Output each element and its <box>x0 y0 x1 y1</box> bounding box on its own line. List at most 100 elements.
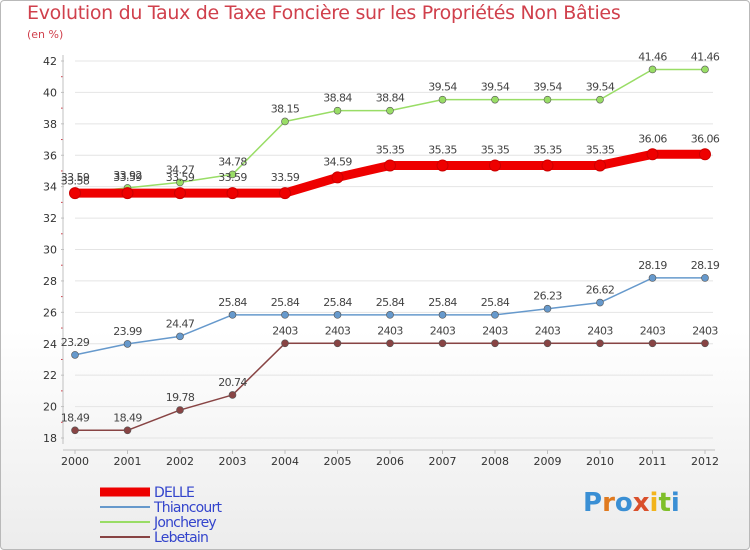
data-point-thiancourt <box>281 311 289 319</box>
legend-label-thiancourt: Thiancourt <box>153 500 222 516</box>
data-label-lebetain: 2403 <box>640 324 666 337</box>
y-tick-label: 42 <box>43 55 57 68</box>
y-tick-label: 24 <box>43 338 57 351</box>
x-tick-label: 2006 <box>376 455 404 468</box>
data-point-lebetain <box>71 426 79 435</box>
data-point-thiancourt <box>491 311 499 319</box>
data-label-joncherey: 39.54 <box>586 81 615 94</box>
y-tick-label: 28 <box>43 275 57 288</box>
series-lines <box>69 65 711 435</box>
series-line-lebetain <box>74 342 706 432</box>
data-point-lebetain <box>333 339 342 348</box>
data-label-lebetain: 2403 <box>377 324 403 337</box>
legend-label-lebetain: Lebetain <box>154 530 208 546</box>
data-point-delle <box>384 159 396 172</box>
data-label-delle: 35.35 <box>533 143 562 156</box>
data-label-delle: 34.59 <box>323 155 352 168</box>
data-label-joncherey: 33.92 <box>113 169 142 182</box>
y-tick-label: 22 <box>43 369 57 382</box>
logo-letter: i <box>649 488 659 518</box>
data-label-thiancourt: 28.19 <box>691 259 720 272</box>
logo-letter: t <box>658 488 671 518</box>
x-tick-label: 2009 <box>534 455 562 468</box>
data-point-delle <box>121 187 134 200</box>
data-point-joncherey <box>176 178 184 187</box>
data-point-joncherey <box>281 117 289 126</box>
data-label-thiancourt: 25.84 <box>218 296 247 309</box>
data-label-thiancourt: 26.23 <box>533 290 562 303</box>
data-point-delle <box>699 148 711 161</box>
x-tick-label: 2008 <box>481 455 509 468</box>
data-point-delle <box>331 171 344 184</box>
data-point-lebetain <box>228 391 237 399</box>
x-tick-label: 2012 <box>691 455 719 468</box>
data-point-joncherey <box>491 95 499 104</box>
legend-label-delle: DELLE <box>154 485 194 501</box>
data-point-lebetain <box>176 406 184 414</box>
data-label-thiancourt: 23.29 <box>61 336 90 349</box>
data-point-joncherey <box>701 65 709 74</box>
data-point-delle <box>436 159 449 172</box>
y-tick-label: 26 <box>43 306 57 319</box>
data-label-joncherey: 39.54 <box>428 81 457 94</box>
axes: 18 20 22 24 26 28 30 32 34 36 38 40 42 2000 2001 2002 20… <box>43 55 719 468</box>
data-label-lebetain: 2403 <box>587 324 613 337</box>
data-label-thiancourt: 26.62 <box>586 284 615 297</box>
chart-title: Evolution du Taux de Taxe Foncière sur l… <box>27 2 621 24</box>
x-tick-label: 2001 <box>114 455 142 468</box>
data-label-lebetain: 19.78 <box>166 391 195 404</box>
data-point-delle <box>279 187 291 200</box>
data-label-joncherey: 39.54 <box>481 81 510 94</box>
x-tick-label: 2003 <box>219 455 247 468</box>
x-tick-label: 2010 <box>586 455 614 468</box>
chart-unit-label: (en %) <box>27 28 64 41</box>
data-point-joncherey <box>543 95 552 104</box>
data-point-joncherey <box>648 65 657 74</box>
y-tick-label: 18 <box>43 432 57 445</box>
y-tick-label: 32 <box>43 212 57 225</box>
data-label-joncherey: 38.84 <box>323 92 352 105</box>
data-point-delle <box>174 187 186 200</box>
data-point-thiancourt <box>333 311 342 319</box>
data-point-thiancourt <box>596 298 604 307</box>
data-label-lebetain: 2403 <box>535 324 561 337</box>
data-label-delle: 35.35 <box>376 143 405 156</box>
x-tick-label: 2005 <box>324 455 352 468</box>
data-point-joncherey <box>438 95 447 104</box>
data-labels: 33.59 33.59 33.59 33.59 33.59 34.59 35.35 35.35… <box>61 50 721 424</box>
data-label-thiancourt: 25.84 <box>428 296 457 309</box>
data-label-thiancourt: 25.84 <box>376 296 405 309</box>
data-point-thiancourt <box>228 311 237 319</box>
data-point-thiancourt <box>386 311 394 319</box>
data-label-delle: 33.59 <box>271 171 300 184</box>
data-label-delle: 33.59 <box>61 171 90 184</box>
y-tick-label: 40 <box>43 86 57 99</box>
data-label-joncherey: 41.46 <box>638 50 667 63</box>
data-point-thiancourt <box>71 351 79 359</box>
data-point-lebetain <box>701 339 709 348</box>
x-tick-label: 2002 <box>166 455 194 468</box>
data-point-thiancourt <box>543 304 552 313</box>
data-label-thiancourt: 24.47 <box>166 317 195 330</box>
data-label-delle: 36.06 <box>638 132 667 145</box>
data-point-joncherey <box>596 95 604 104</box>
data-label-lebetain: 18.49 <box>61 411 90 424</box>
logo-letter: r <box>602 488 615 518</box>
data-label-lebetain: 2403 <box>692 324 718 337</box>
data-point-lebetain <box>281 339 289 348</box>
x-tick-label: 2007 <box>429 455 457 468</box>
data-label-lebetain: 18.49 <box>113 411 142 424</box>
x-tick-label: 2004 <box>271 455 299 468</box>
data-label-joncherey: 38.15 <box>271 102 300 115</box>
data-point-thiancourt <box>438 311 447 319</box>
y-tick-label: 36 <box>43 149 57 162</box>
data-label-delle: 35.35 <box>586 143 615 156</box>
data-label-lebetain: 2403 <box>430 324 456 337</box>
logo-letter: i <box>670 488 680 518</box>
data-label-joncherey: 38.84 <box>376 92 405 105</box>
legend-label-joncherey: Joncherey <box>153 515 216 531</box>
data-label-joncherey: 34.78 <box>218 155 247 168</box>
